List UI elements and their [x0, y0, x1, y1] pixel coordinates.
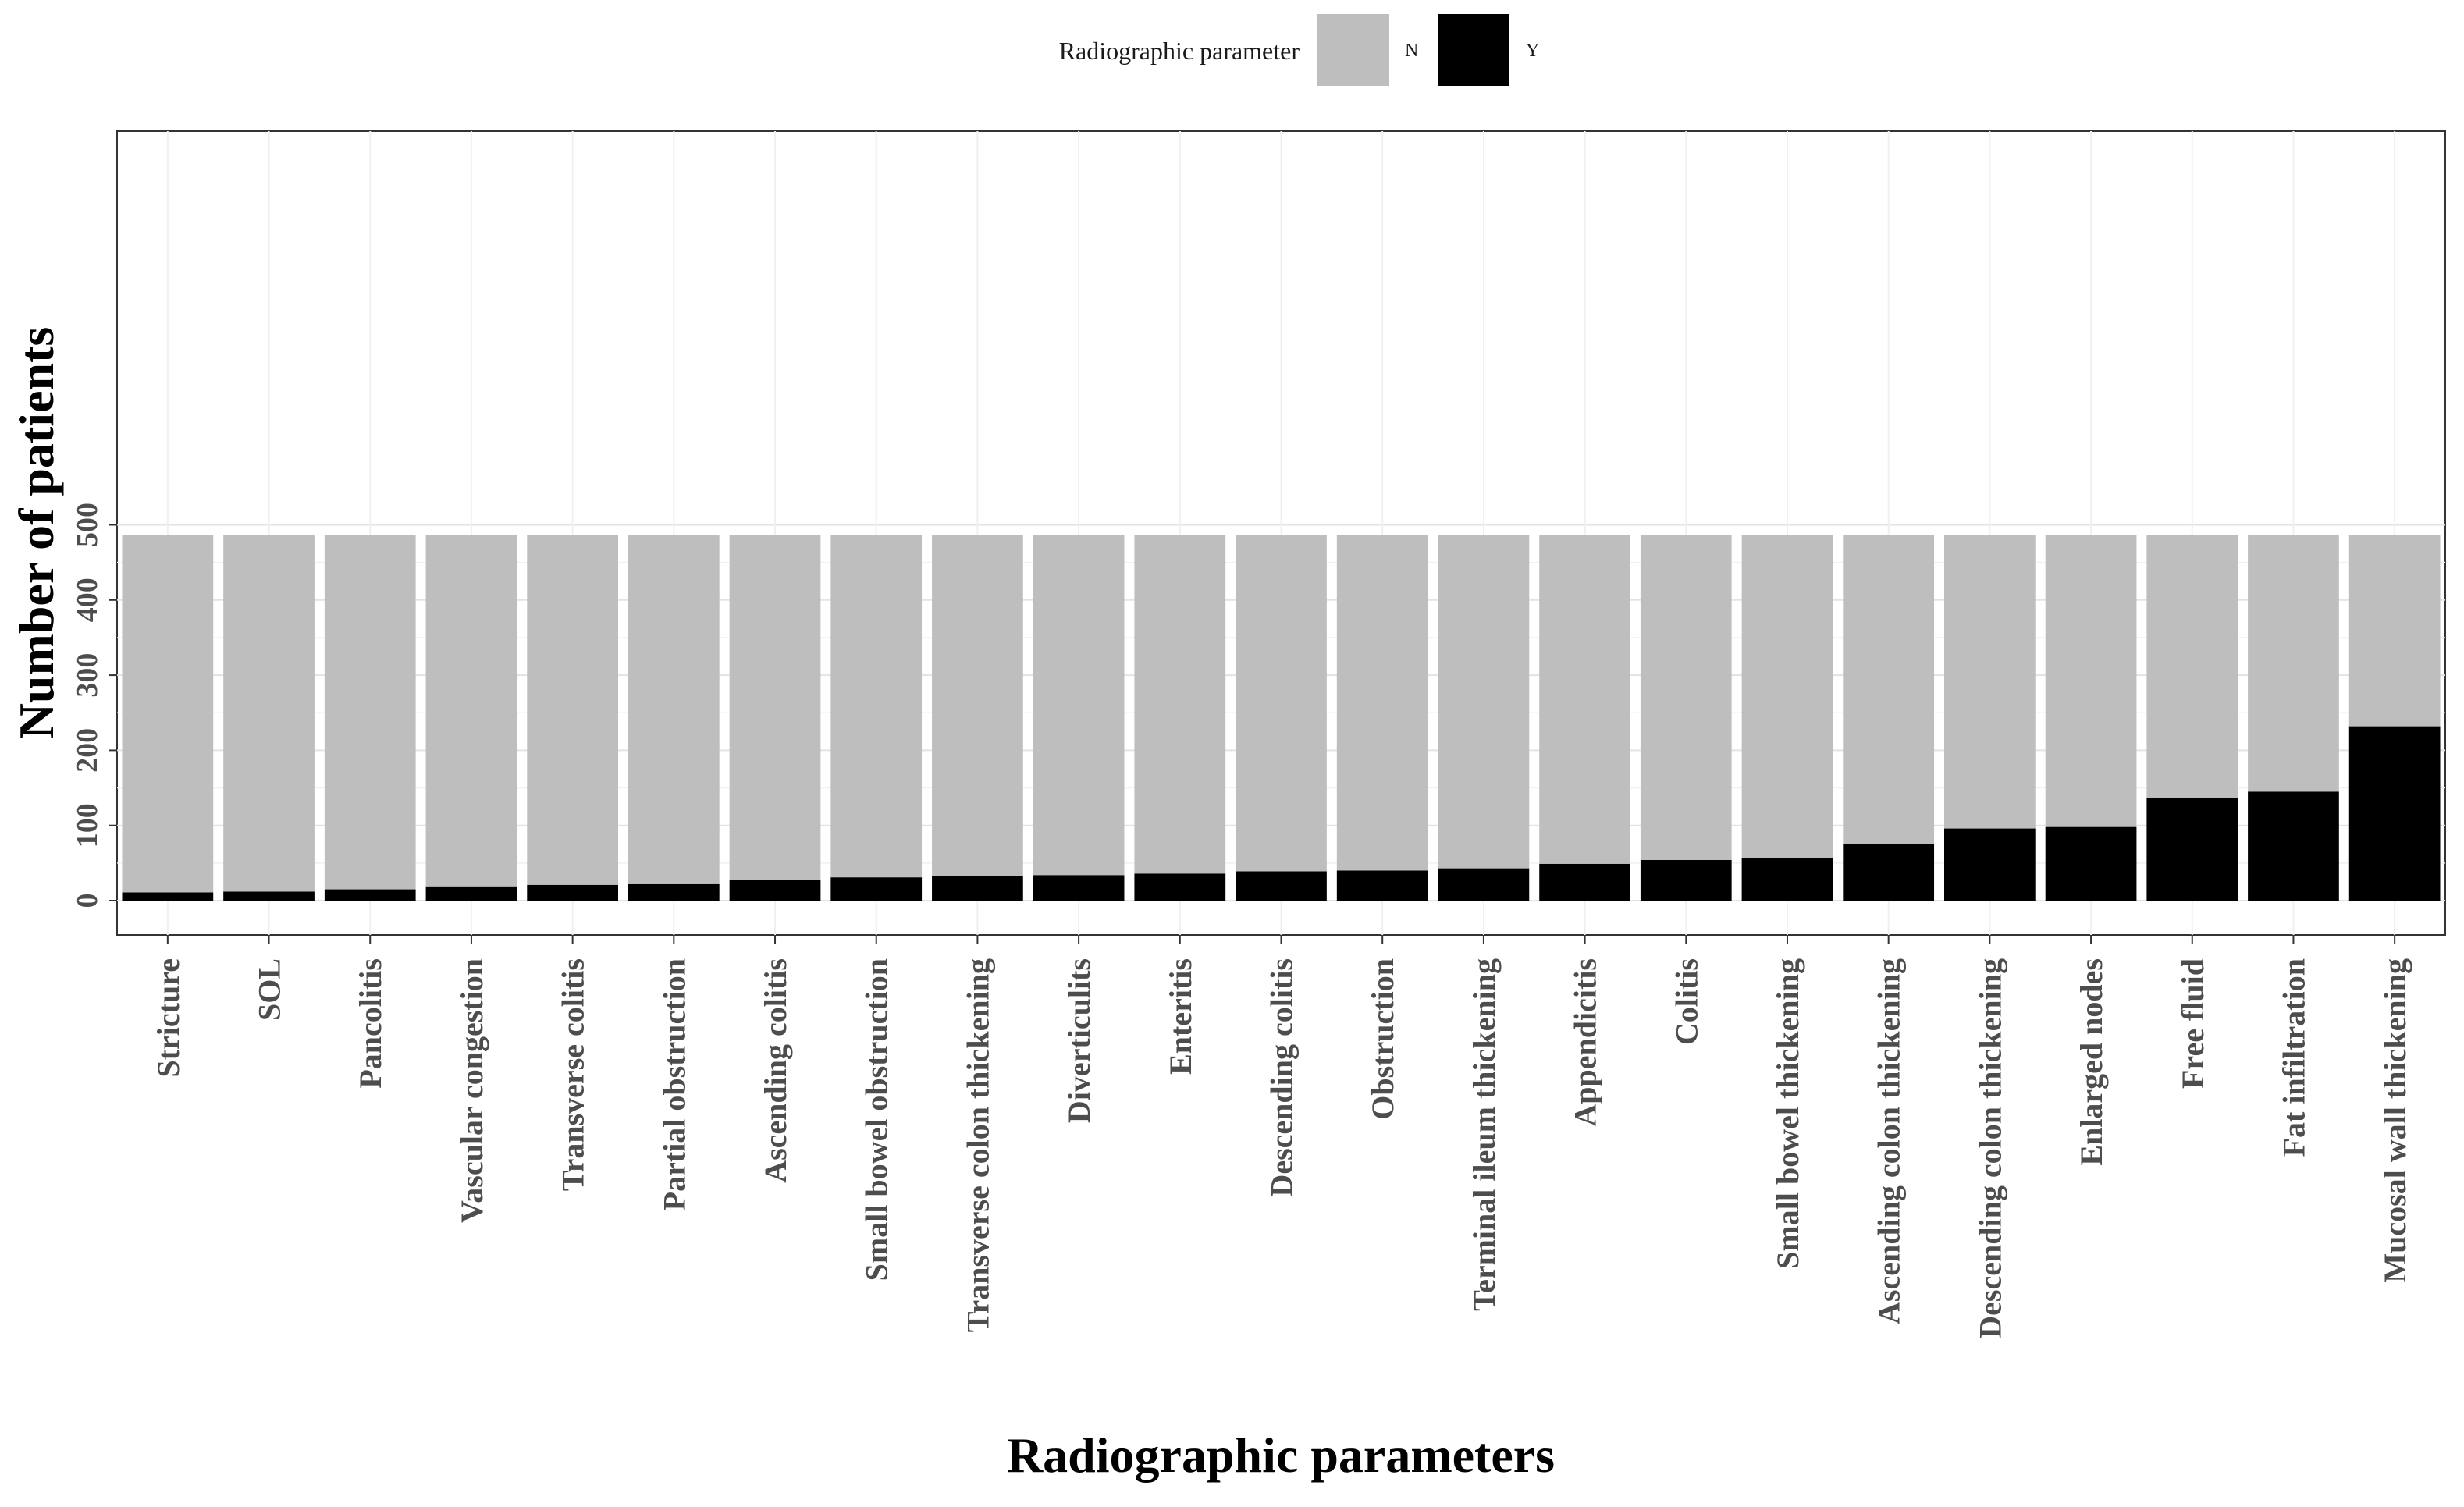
- bar-n-stricture: [122, 535, 214, 893]
- bar-y-obstruction: [1336, 870, 1428, 901]
- x-tick-label: Small bowel obstruction: [859, 958, 894, 1281]
- legend: Radiographic parameter N Y: [1059, 14, 1539, 86]
- x-tick-label: Free fluid: [2175, 958, 2210, 1089]
- bar-n-partial-obstruction: [628, 535, 720, 884]
- x-tick-label: Obstruction: [1365, 958, 1400, 1120]
- bar-y-enteritis: [1134, 873, 1226, 901]
- x-tick-label: Vascular congestion: [454, 958, 489, 1223]
- x-tick-label: Transverse colon thickening: [960, 958, 995, 1332]
- bar-n-obstruction: [1336, 535, 1428, 871]
- bar-y-transverse-colon-thickening: [932, 876, 1023, 901]
- bar-n-descending-colon-thickening: [1944, 535, 2036, 829]
- x-tick-label: Pancolitis: [353, 958, 388, 1089]
- bar-n-fat-infiltration: [2248, 535, 2339, 792]
- y-tick-label: 500: [71, 503, 104, 547]
- bar-n-ascending-colon-thickening: [1843, 535, 1935, 844]
- x-tick-label: Colitis: [1669, 958, 1704, 1045]
- bar-n-free-fluid: [2146, 535, 2238, 798]
- bar-y-pancolitis: [324, 889, 416, 901]
- bar-y-terminal-ileum-thickening: [1438, 868, 1530, 901]
- x-tick-label: Transverse colitis: [556, 958, 591, 1191]
- bar-n-transverse-colon-thickening: [932, 535, 1023, 876]
- bar-n-enteritis: [1134, 535, 1226, 874]
- bar-y-diverticulits: [1033, 875, 1125, 901]
- x-axis-title: Radiographic parameters: [1007, 1427, 1555, 1483]
- bar-n-small-bowel-obstruction: [830, 535, 923, 878]
- x-tick-label: Descending colon thickening: [1972, 958, 2007, 1338]
- bar-n-pancolitis: [324, 535, 416, 890]
- bar-n-sol: [223, 535, 315, 892]
- bar-y-vascular-congestion: [425, 886, 517, 901]
- x-tick-label: Stricture: [151, 958, 186, 1078]
- x-tick-label: Diverticulits: [1061, 958, 1097, 1123]
- bar-n-small-bowel-thickening: [1741, 535, 1833, 858]
- bar-y-partial-obstruction: [628, 883, 720, 901]
- bar-y-mucosal-wall-thickening: [2348, 726, 2441, 901]
- x-tick-label: Ascending colitis: [758, 958, 793, 1183]
- y-tick-label: 100: [71, 803, 104, 848]
- bar-n-mucosal-wall-thickening: [2348, 535, 2441, 727]
- bar-y-descending-colon-thickening: [1944, 828, 2036, 901]
- bar-y-colitis: [1640, 859, 1732, 901]
- x-tick-label: Enteritis: [1163, 958, 1198, 1075]
- y-tick-label: 300: [71, 653, 104, 698]
- bar-y-small-bowel-obstruction: [830, 877, 923, 901]
- bars: [122, 535, 2441, 901]
- bar-y-descending-colitis: [1236, 871, 1327, 901]
- bar-y-sol: [223, 891, 315, 901]
- x-tick-label: Terminal ileum thickening: [1467, 958, 1502, 1311]
- y-tick-label: 400: [71, 578, 104, 622]
- bar-n-ascending-colitis: [729, 535, 821, 880]
- x-tick-label: Small bowel thickening: [1770, 958, 1805, 1269]
- x-tick-label: Appendicitis: [1568, 958, 1603, 1127]
- x-tick-label: SOL: [252, 958, 287, 1021]
- x-axis: Stricture SOL Pancolitis Vascular congestio…: [151, 935, 2412, 1338]
- bar-y-free-fluid: [2146, 798, 2238, 901]
- bar-y-small-bowel-thickening: [1741, 858, 1833, 901]
- x-tick-label: Fat infiltration: [2276, 958, 2311, 1157]
- x-tick-label: Mucosal wall thickening: [2377, 958, 2412, 1283]
- x-tick-label: Partial obstruction: [656, 958, 692, 1210]
- y-axis: 0 100 200 300 400 500: [71, 503, 117, 908]
- legend-title: Radiographic parameter: [1059, 37, 1300, 65]
- bar-n-appendicitis: [1539, 535, 1630, 864]
- bar-n-transverse-colitis: [527, 535, 618, 885]
- bar-y-ascending-colitis: [729, 880, 821, 901]
- bar-y-ascending-colon-thickening: [1843, 844, 1935, 901]
- bar-n-enlarged-nodes: [2045, 535, 2137, 827]
- bar-y-stricture: [122, 892, 214, 901]
- x-tick-label: Ascending colon thickening: [1872, 958, 1907, 1324]
- bar-y-fat-infiltration: [2248, 791, 2339, 901]
- bar-n-vascular-congestion: [425, 535, 517, 887]
- legend-swatch-y: [1438, 14, 1509, 86]
- legend-label-n: N: [1405, 41, 1418, 61]
- bar-n-diverticulits: [1033, 535, 1125, 876]
- y-tick-label: 200: [71, 728, 104, 773]
- y-axis-title: Number of patients: [9, 327, 64, 740]
- x-tick-label: Descending colitis: [1264, 958, 1300, 1197]
- legend-swatch-n: [1317, 14, 1389, 86]
- bar-n-terminal-ileum-thickening: [1438, 535, 1530, 869]
- bar-n-colitis: [1640, 535, 1732, 860]
- bar-n-descending-colitis: [1236, 535, 1327, 872]
- bar-y-enlarged-nodes: [2045, 826, 2137, 901]
- legend-label-y: Y: [1526, 41, 1539, 61]
- bar-y-appendicitis: [1539, 863, 1630, 901]
- y-tick-label: 0: [71, 894, 104, 908]
- bar-y-transverse-colitis: [527, 884, 618, 901]
- x-tick-label: Enlarged nodes: [2074, 958, 2109, 1166]
